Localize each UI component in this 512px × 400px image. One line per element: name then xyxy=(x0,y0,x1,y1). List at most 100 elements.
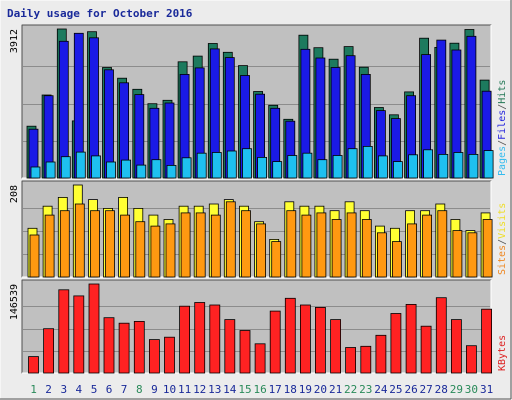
bar-pages-day-31 xyxy=(483,150,494,179)
bar-sites-day-27 xyxy=(422,214,433,278)
bar-sites-day-22 xyxy=(346,212,357,278)
day-label: 13 xyxy=(208,383,221,396)
bar-sites-day-20 xyxy=(316,212,327,278)
bar-kbytes-day-28 xyxy=(435,297,447,374)
day-label: 21 xyxy=(329,383,342,396)
bar-kbytes-day-18 xyxy=(284,297,296,374)
bar-pages-day-6 xyxy=(106,161,116,179)
legend-entry: Pages xyxy=(497,146,508,176)
chart-panels: 3912 Pages/Files/Hits 208 Sites/Visits 14653… xyxy=(9,24,508,374)
bar-pages-day-21 xyxy=(332,155,343,179)
legend-entry: Files xyxy=(497,110,508,140)
bar-sites-day-18 xyxy=(286,210,297,278)
bar-sites-day-8 xyxy=(135,221,146,278)
panel-legend: KBytes xyxy=(497,335,508,371)
bar-kbytes-day-3 xyxy=(58,289,70,374)
day-label: 1 xyxy=(30,383,37,396)
bar-sites-day-3 xyxy=(59,210,70,278)
bar-sites-day-24 xyxy=(376,232,387,278)
legend-entry: / xyxy=(497,140,508,146)
bar-sites-day-10 xyxy=(165,223,176,278)
bar-sites-day-7 xyxy=(120,214,130,278)
bar-pages-day-3 xyxy=(60,156,71,179)
panel-legend: Sites/Visits xyxy=(497,203,508,275)
legend-entry: / xyxy=(497,104,508,110)
day-label: 17 xyxy=(269,383,282,396)
bar-pages-day-18 xyxy=(287,155,298,179)
day-label: 31 xyxy=(480,383,493,396)
bar-pages-day-2 xyxy=(45,161,56,179)
bar-pages-day-20 xyxy=(317,159,328,179)
legend-entry: / xyxy=(497,239,508,245)
bar-kbytes-day-1 xyxy=(28,356,39,374)
day-label: 24 xyxy=(374,383,388,396)
bar-sites-day-26 xyxy=(407,223,418,278)
day-label: 23 xyxy=(359,383,372,396)
bar-pages-day-27 xyxy=(423,149,434,179)
bar-kbytes-day-22 xyxy=(345,347,357,374)
bar-kbytes-day-19 xyxy=(299,304,311,374)
day-label: 16 xyxy=(253,383,266,396)
bar-pages-day-24 xyxy=(377,155,388,179)
day-label: 12 xyxy=(193,383,206,396)
bar-sites-day-11 xyxy=(180,212,191,278)
bar-kbytes-day-25 xyxy=(390,313,402,374)
bar-pages-day-7 xyxy=(121,159,131,179)
bar-kbytes-day-12 xyxy=(194,302,206,374)
bar-kbytes-day-15 xyxy=(239,330,251,374)
bar-kbytes-day-7 xyxy=(118,322,130,374)
day-labels: 1 2 3 4 5 6 7 8 9 10 11 12 13 14 15 16 17 18 19 20 21 22 23 24 2… xyxy=(30,383,493,396)
day-label: 25 xyxy=(389,383,402,396)
bar-pages-day-22 xyxy=(347,148,358,179)
legend-entry: Visits xyxy=(497,203,508,239)
day-label: 9 xyxy=(151,383,158,396)
chart-title: Daily usage for October 2016 xyxy=(7,7,193,20)
bar-kbytes-day-20 xyxy=(314,306,326,374)
bar-sites-day-13 xyxy=(210,214,221,278)
bar-sites-day-19 xyxy=(301,214,312,278)
day-label: 27 xyxy=(419,383,432,396)
day-label: 5 xyxy=(91,383,98,396)
bar-pages-day-16 xyxy=(257,156,268,179)
bar-sites-day-30 xyxy=(467,232,478,278)
day-label: 28 xyxy=(435,383,448,396)
day-label: 6 xyxy=(106,383,113,396)
bar-kbytes-day-16 xyxy=(254,343,266,374)
day-label: 11 xyxy=(178,383,191,396)
bar-pages-day-8 xyxy=(136,164,147,179)
y-max-label: 208 xyxy=(9,185,20,203)
bar-kbytes-day-30 xyxy=(465,345,477,374)
bar-pages-day-14 xyxy=(226,150,237,179)
bar-kbytes-day-14 xyxy=(224,319,236,374)
bar-kbytes-day-27 xyxy=(420,325,432,374)
visits-panel: 208 Sites/Visits xyxy=(9,180,508,278)
bar-sites-day-31 xyxy=(482,219,493,278)
day-label: 19 xyxy=(299,383,312,396)
day-label: 22 xyxy=(344,383,357,396)
panel-legend: Pages/Files/Hits xyxy=(497,80,508,176)
bar-kbytes-day-10 xyxy=(164,336,175,374)
bar-kbytes-day-21 xyxy=(330,319,342,374)
bar-pages-day-12 xyxy=(196,152,207,179)
day-label: 4 xyxy=(75,383,82,396)
y-max-label: 3912 xyxy=(9,29,20,53)
kbytes-panel: 146539 KBytes xyxy=(9,279,508,374)
bar-kbytes-day-31 xyxy=(481,308,493,374)
bar-kbytes-day-9 xyxy=(148,339,160,374)
bar-kbytes-day-8 xyxy=(133,320,145,374)
day-label: 8 xyxy=(136,383,143,396)
day-label: 29 xyxy=(450,383,463,396)
day-label: 26 xyxy=(404,383,417,396)
bar-sites-day-4 xyxy=(74,203,85,278)
bar-pages-day-28 xyxy=(438,153,449,179)
bar-kbytes-day-24 xyxy=(375,334,387,374)
bar-kbytes-day-26 xyxy=(405,303,417,374)
bar-sites-day-29 xyxy=(452,230,463,278)
day-label: 20 xyxy=(314,383,327,396)
bar-sites-day-9 xyxy=(150,225,161,278)
bar-sites-day-6 xyxy=(105,210,115,278)
bar-pages-day-25 xyxy=(392,161,403,179)
bar-sites-day-1 xyxy=(29,234,40,278)
bar-kbytes-day-11 xyxy=(179,305,191,374)
